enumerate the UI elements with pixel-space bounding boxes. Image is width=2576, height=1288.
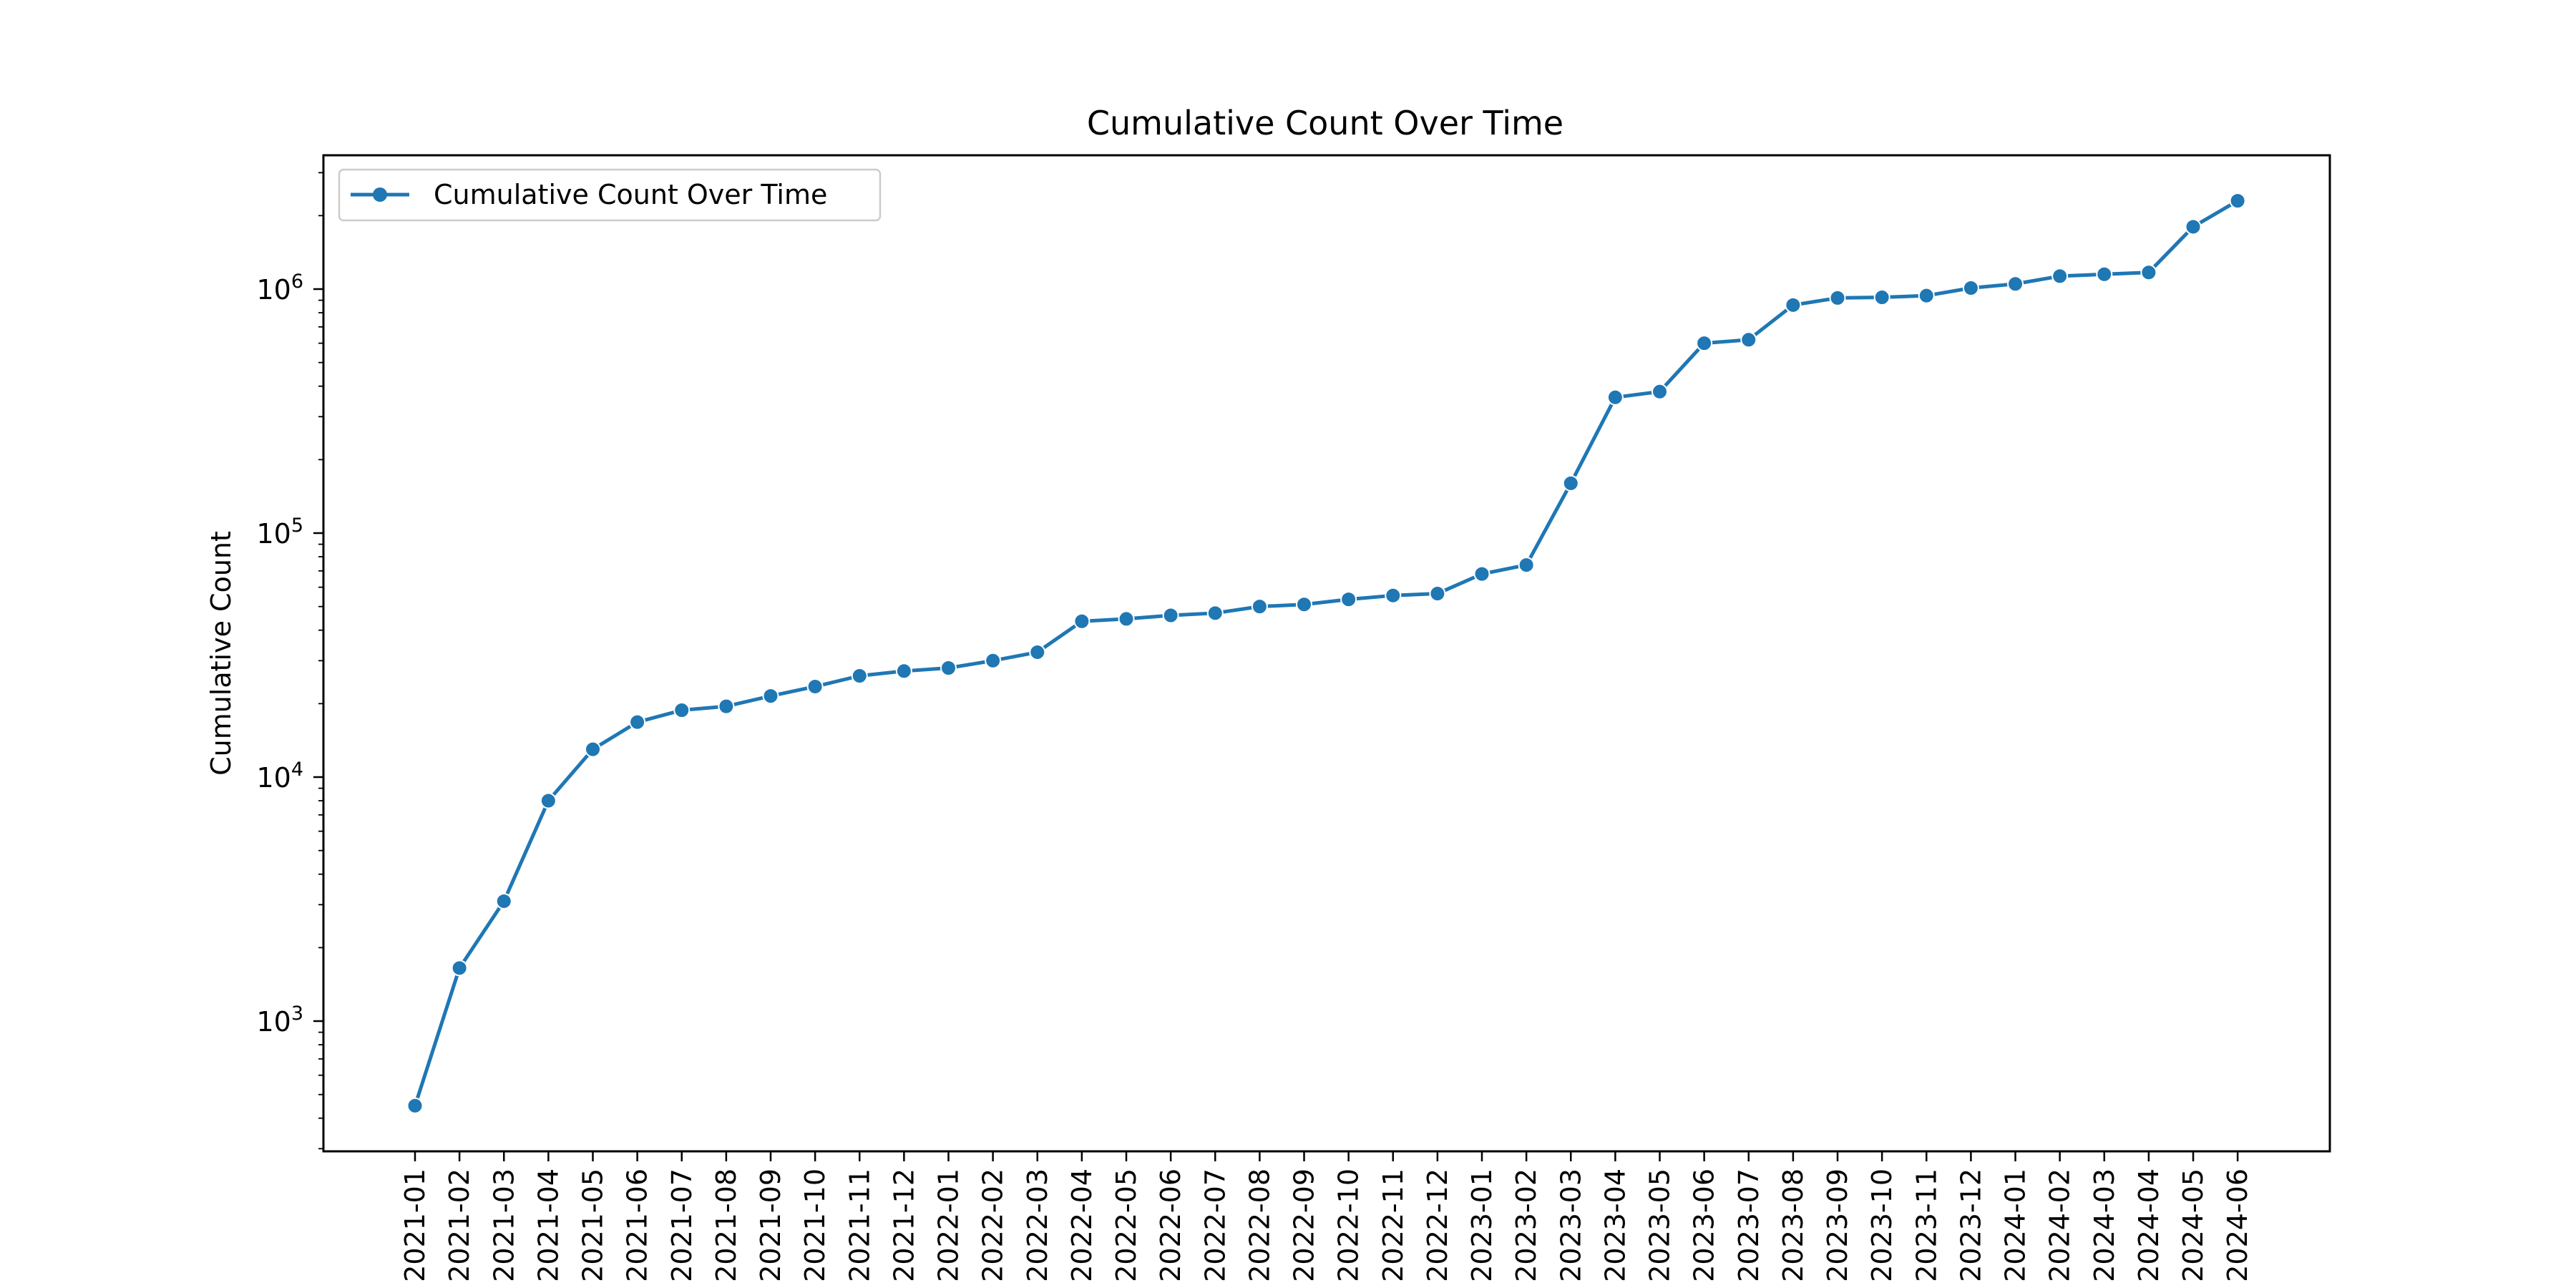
x-tick-label: 2022-09: [1289, 1169, 1320, 1282]
data-point: [1829, 289, 1846, 306]
data-point: [1696, 335, 1713, 352]
x-tick-label: 2023-10: [1866, 1169, 1898, 1282]
x-tick-label: 2024-05: [2177, 1169, 2209, 1282]
x-tick-label: 2021-11: [844, 1169, 875, 1282]
x-tick-label: 2023-07: [1733, 1169, 1765, 1282]
data-point: [1162, 607, 1179, 624]
data-point: [1385, 587, 1402, 604]
x-tick-label: 2024-03: [2089, 1169, 2120, 1282]
data-point: [1251, 598, 1268, 615]
data-point: [2229, 192, 2246, 210]
data-point: [629, 713, 646, 731]
x-tick-label: 2022-11: [1377, 1169, 1409, 1282]
data-point: [1340, 591, 1357, 608]
x-tick-label: 2023-02: [1511, 1169, 1542, 1282]
data-point: [851, 667, 868, 684]
data-point: [762, 688, 779, 705]
x-tick-label: 2022-12: [1422, 1169, 1453, 1282]
x-tick-label: 2021-04: [532, 1169, 564, 1282]
data-point: [1606, 389, 1624, 406]
x-tick-label: 2021-02: [444, 1169, 475, 1282]
x-tick-label: 2021-07: [666, 1169, 698, 1282]
x-tick-label: 2023-04: [1599, 1169, 1631, 1282]
x-tick-label: 2023-08: [1777, 1169, 1809, 1282]
x-tick-label: 2023-03: [1555, 1169, 1586, 1282]
x-tick-label: 2022-04: [1066, 1169, 1098, 1282]
y-tick-label: 106: [256, 270, 303, 306]
data-point: [1029, 643, 1046, 660]
x-tick-label: 2023-12: [1955, 1169, 1986, 1282]
data-point: [1296, 596, 1312, 613]
x-tick-label: 2024-04: [2133, 1169, 2165, 1282]
x-tick-label: 2021-06: [622, 1169, 653, 1282]
data-point: [1429, 585, 1446, 602]
data-point: [673, 702, 691, 719]
legend: Cumulative Count Over Time: [338, 168, 882, 222]
data-point: [1785, 296, 1802, 313]
x-tick-label: 2021-09: [755, 1169, 786, 1282]
data-point: [2007, 275, 2024, 293]
y-axis-label: Cumulative Count: [205, 531, 237, 776]
x-tick-label: 2022-05: [1111, 1169, 1142, 1282]
data-point: [540, 792, 557, 809]
x-tick-label: 2023-06: [1689, 1169, 1720, 1282]
data-point: [1206, 605, 1224, 622]
y-tick-label: 103: [256, 1002, 303, 1038]
data-point: [585, 741, 601, 758]
data-point: [718, 698, 735, 715]
x-tick-label: 2024-06: [2222, 1169, 2253, 1282]
y-tick-label: 105: [256, 514, 303, 550]
data-point: [1518, 557, 1535, 574]
data-point: [1873, 289, 1890, 306]
x-tick-label: 2023-09: [1822, 1169, 1853, 1282]
x-tick-label: 2022-07: [1199, 1169, 1231, 1282]
data-point: [985, 652, 1002, 669]
data-point: [1073, 613, 1091, 630]
data-point: [1652, 383, 1668, 400]
chart-title: Cumulative Count Over Time: [1087, 104, 1563, 142]
legend-entry-label: Cumulative Count Over Time: [434, 179, 827, 210]
axes-frame: [322, 154, 2331, 1153]
data-point: [2185, 218, 2202, 235]
legend-frame: [338, 168, 882, 222]
x-tick-label: 2023-05: [1644, 1169, 1676, 1282]
x-tick-label: 2021-08: [711, 1169, 742, 1282]
data-point: [2140, 264, 2157, 281]
x-tick-label: 2021-01: [399, 1169, 431, 1282]
x-tick-label: 2023-11: [1911, 1169, 1942, 1282]
x-tick-label: 2022-10: [1333, 1169, 1365, 1282]
data-point: [895, 663, 912, 680]
data-point: [1473, 565, 1491, 582]
x-tick-label: 2022-01: [933, 1169, 965, 1282]
legend-marker-swatch: [373, 187, 387, 202]
x-tick-label: 2022-03: [1022, 1169, 1053, 1282]
plot-area: 2021-01 2021-02 2021-03 2021-04 2021-05 2021-…: [256, 172, 2253, 1282]
x-tick-label: 2023-01: [1466, 1169, 1498, 1282]
y-tick-label: 104: [256, 758, 303, 794]
x-tick-label: 2022-02: [977, 1169, 1009, 1282]
x-tick-label: 2024-01: [2000, 1169, 2031, 1282]
x-tick-label: 2021-05: [577, 1169, 609, 1282]
data-point: [1562, 474, 1579, 492]
x-tick-label: 2024-02: [2044, 1169, 2076, 1282]
data-point: [940, 660, 957, 677]
data-point: [406, 1097, 424, 1114]
data-point: [2096, 265, 2113, 283]
data-point: [1118, 610, 1135, 628]
data-point: [1918, 287, 1935, 304]
x-tick-label: 2022-06: [1155, 1169, 1186, 1282]
x-tick-label: 2022-08: [1244, 1169, 1275, 1282]
data-point: [1962, 280, 1979, 297]
data-point: [1740, 331, 1757, 348]
x-tick-label: 2021-10: [799, 1169, 831, 1282]
data-point: [451, 960, 468, 977]
data-point: [495, 892, 512, 909]
data-point: [2051, 268, 2069, 285]
data-point: [806, 678, 824, 695]
x-tick-label: 2021-03: [488, 1169, 519, 1282]
x-tick-label: 2021-12: [888, 1169, 919, 1282]
